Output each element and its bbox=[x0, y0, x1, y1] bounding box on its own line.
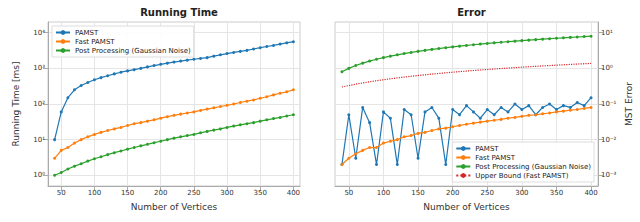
svg-text:10¹: 10¹ bbox=[33, 136, 45, 144]
svg-text:Fast PAMST: Fast PAMST bbox=[75, 38, 115, 46]
svg-text:50: 50 bbox=[344, 189, 353, 197]
svg-text:Post Processing (Gaussian Nois: Post Processing (Gaussian Noise) bbox=[475, 163, 591, 171]
svg-text:400: 400 bbox=[584, 189, 597, 197]
svg-text:Fast PAMST: Fast PAMST bbox=[475, 154, 515, 162]
svg-text:Upper Bound (Fast PAMST): Upper Bound (Fast PAMST) bbox=[475, 172, 568, 180]
svg-text:10⁻²: 10⁻² bbox=[601, 136, 617, 144]
svg-text:10²: 10² bbox=[33, 100, 45, 108]
svg-text:250: 250 bbox=[187, 189, 200, 197]
svg-text:400: 400 bbox=[287, 189, 300, 197]
svg-text:10⁻¹: 10⁻¹ bbox=[601, 100, 617, 108]
svg-text:10⁴: 10⁴ bbox=[33, 29, 45, 37]
svg-text:Error: Error bbox=[457, 7, 486, 18]
svg-text:10⁻³: 10⁻³ bbox=[601, 171, 617, 179]
svg-text:300: 300 bbox=[220, 189, 233, 197]
svg-text:MST Error: MST Error bbox=[624, 82, 634, 126]
svg-text:350: 350 bbox=[550, 189, 563, 197]
svg-text:250: 250 bbox=[481, 189, 494, 197]
svg-text:10³: 10³ bbox=[33, 64, 45, 72]
svg-text:PAMST: PAMST bbox=[75, 29, 99, 37]
svg-text:150: 150 bbox=[121, 189, 134, 197]
svg-text:100: 100 bbox=[377, 189, 390, 197]
svg-text:10¹: 10¹ bbox=[601, 29, 613, 37]
svg-text:Running Time: Running Time bbox=[140, 7, 218, 18]
svg-text:PAMST: PAMST bbox=[475, 145, 499, 153]
svg-text:Running Time [ms]: Running Time [ms] bbox=[11, 61, 21, 146]
svg-text:10⁰: 10⁰ bbox=[601, 64, 613, 72]
svg-text:200: 200 bbox=[154, 189, 167, 197]
svg-text:350: 350 bbox=[254, 189, 267, 197]
svg-text:100: 100 bbox=[88, 189, 101, 197]
svg-text:Post Processing (Gaussian Nois: Post Processing (Gaussian Noise) bbox=[75, 47, 191, 55]
svg-text:Number of Vertices: Number of Vertices bbox=[423, 202, 510, 212]
svg-text:50: 50 bbox=[57, 189, 66, 197]
svg-text:10⁰: 10⁰ bbox=[33, 171, 45, 179]
svg-text:Number of Vertices: Number of Vertices bbox=[131, 202, 218, 212]
svg-text:300: 300 bbox=[515, 189, 528, 197]
svg-text:150: 150 bbox=[411, 189, 424, 197]
svg-text:200: 200 bbox=[446, 189, 459, 197]
